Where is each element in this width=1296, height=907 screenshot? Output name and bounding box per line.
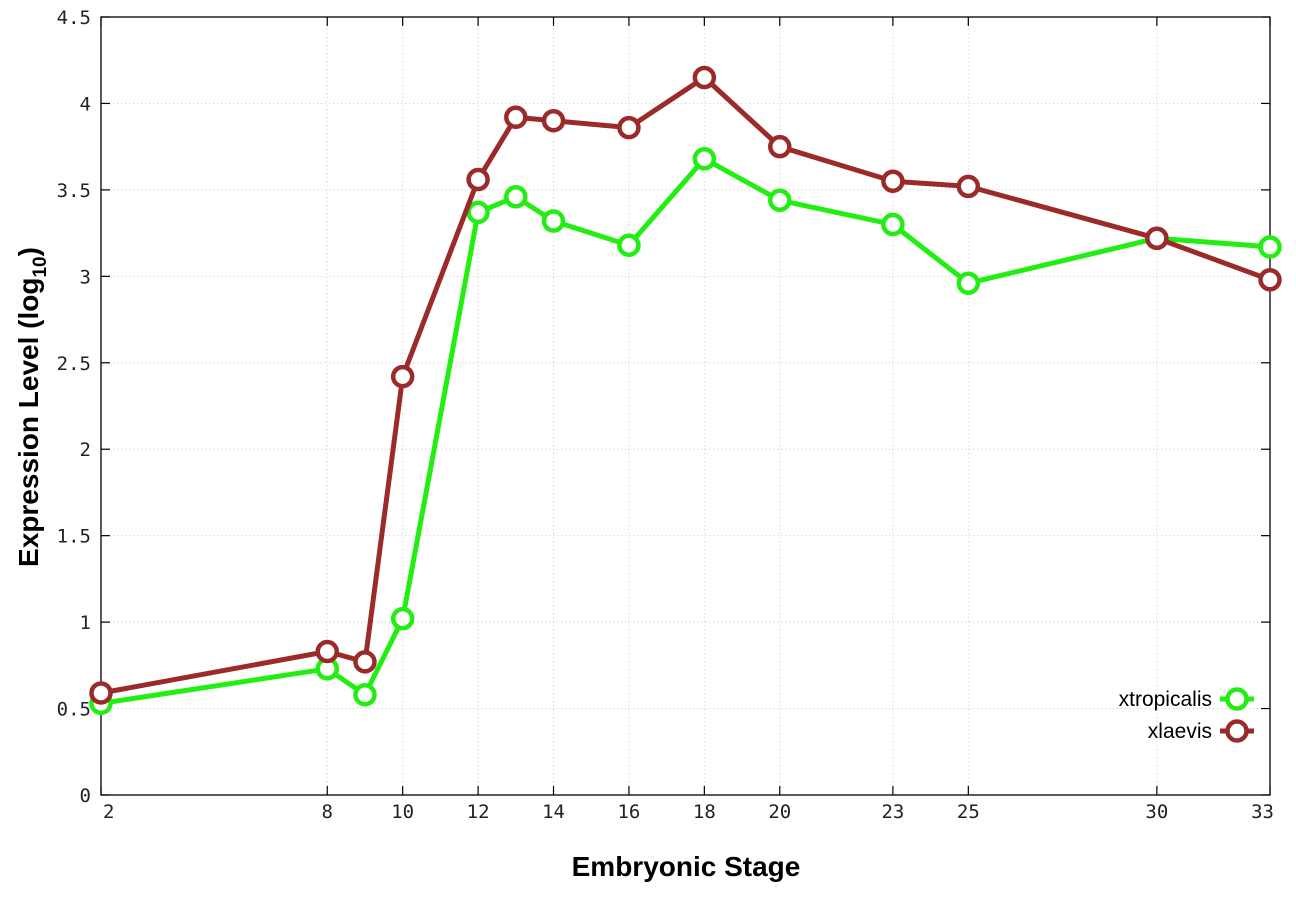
y-axis-title-main: Expression Level (log (13, 278, 44, 567)
series-layer (89, 65, 1282, 716)
data-point-xtropicalis (768, 188, 792, 213)
y-tick-label: 3 (80, 266, 91, 288)
data-point-xlaevis (1258, 268, 1282, 292)
series-line-xtropicalis (100, 156, 1271, 706)
y-tick-label: 0 (80, 785, 91, 807)
data-point-xlaevis (315, 639, 340, 664)
series-xlaevis (89, 65, 1282, 705)
x-tick-label: 2 (103, 801, 114, 823)
x-tick-label: 23 (881, 801, 904, 823)
x-tick-label: 14 (542, 801, 565, 823)
y-tick-label: 0.5 (57, 699, 91, 721)
data-point-xlaevis (617, 115, 641, 140)
legend-swatch-marker (1225, 687, 1249, 711)
y-tick-label: 3.5 (57, 180, 91, 202)
x-tick-label: 33 (1251, 801, 1274, 823)
x-tick-label: 18 (693, 801, 716, 823)
y-tick-label: 1.5 (57, 526, 91, 548)
data-point-xlaevis (881, 169, 905, 193)
data-point-xtropicalis (390, 606, 415, 631)
legend-label: xtropicalis (1119, 688, 1212, 711)
x-tick-label: 10 (391, 801, 414, 823)
data-point-xlaevis (504, 105, 528, 130)
legend-entry-xlaevis: xlaevis (1148, 719, 1254, 743)
data-point-xlaevis (956, 174, 981, 199)
data-point-xlaevis (1145, 226, 1169, 251)
data-point-xtropicalis (956, 271, 981, 295)
legend-label: xlaevis (1148, 720, 1212, 743)
x-tick-label: 30 (1145, 801, 1168, 823)
series-xtropicalis (89, 147, 1282, 716)
x-tick-label: 16 (617, 801, 640, 823)
data-point-xtropicalis (541, 209, 566, 233)
data-point-xlaevis (89, 681, 113, 705)
x-axis-title: Embryonic Stage (572, 851, 801, 882)
data-point-xtropicalis (881, 212, 905, 237)
data-point-xtropicalis (466, 200, 490, 225)
grid-layer (101, 17, 1270, 795)
x-tick-label: 8 (322, 801, 333, 823)
x-tick-label: 25 (957, 801, 980, 823)
data-point-xtropicalis (504, 185, 528, 209)
data-point-xtropicalis (353, 682, 377, 707)
y-tick-label: 2 (80, 439, 91, 461)
data-point-xtropicalis (1258, 235, 1282, 259)
data-point-xlaevis (353, 650, 377, 674)
legend: xtropicalis xlaevis (1119, 687, 1254, 743)
axes-layer: 0 0.5 1 1.5 2 2.5 3 3.5 4 4.5 2 8 10 12 14 16 18 20 23 25 30… (57, 7, 1274, 823)
y-tick-label: 4 (80, 93, 91, 115)
data-point-xlaevis (541, 108, 566, 133)
series-line-xlaevis (100, 75, 1271, 696)
y-axis-title-subscript: 10 (30, 256, 51, 277)
y-tick-label: 4.5 (57, 7, 91, 29)
data-point-xtropicalis (617, 233, 641, 257)
y-axis-title-close: ) (13, 247, 44, 256)
x-tick-label: 12 (467, 801, 490, 823)
data-point-xlaevis (768, 134, 792, 159)
plot-frame (100, 16, 1271, 796)
y-tick-label: 2.5 (57, 353, 91, 375)
y-axis-title: Expression Level (log10) (13, 247, 51, 567)
legend-entry-xtropicalis: xtropicalis (1119, 687, 1254, 711)
legend-swatch-marker (1225, 719, 1249, 743)
data-point-xlaevis (390, 364, 415, 389)
x-tick-label: 20 (768, 801, 791, 823)
data-point-xtropicalis (692, 147, 717, 171)
data-point-xlaevis (466, 167, 490, 192)
y-tick-label: 1 (80, 612, 91, 634)
data-point-xlaevis (692, 65, 717, 90)
